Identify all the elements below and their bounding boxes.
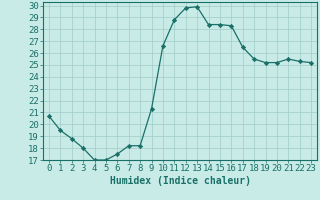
X-axis label: Humidex (Indice chaleur): Humidex (Indice chaleur)	[109, 176, 251, 186]
